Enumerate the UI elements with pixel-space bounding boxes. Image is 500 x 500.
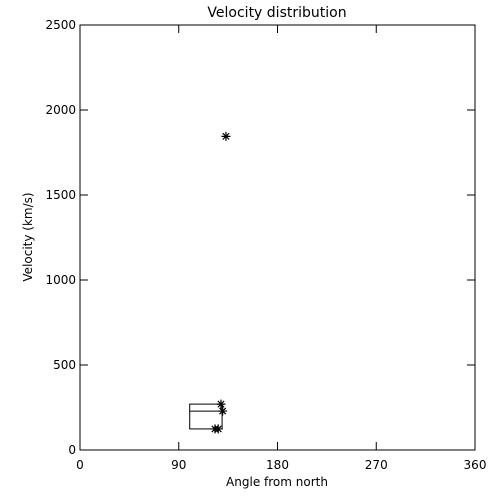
y-tick-label: 1500 — [45, 188, 76, 202]
point — [221, 131, 231, 141]
chart-title: Velocity distribution — [207, 5, 346, 21]
x-tick-label: 270 — [365, 458, 388, 472]
x-tick-label: 360 — [464, 458, 487, 472]
point — [216, 399, 226, 409]
x-tick-label: 0 — [76, 458, 84, 472]
x-tick-label: 180 — [266, 458, 289, 472]
y-tick-label: 1000 — [45, 273, 76, 287]
y-tick-label: 500 — [53, 358, 76, 372]
y-tick-label: 2500 — [45, 18, 76, 32]
x-axis-label: Angle from north — [226, 475, 328, 489]
y-tick-label: 0 — [68, 443, 76, 457]
y-axis-label: Velocity (km/s) — [21, 192, 35, 281]
y-tick-label: 2000 — [45, 103, 76, 117]
point — [210, 424, 220, 434]
point — [218, 406, 228, 416]
x-tick-label: 90 — [171, 458, 186, 472]
box — [189, 403, 223, 430]
